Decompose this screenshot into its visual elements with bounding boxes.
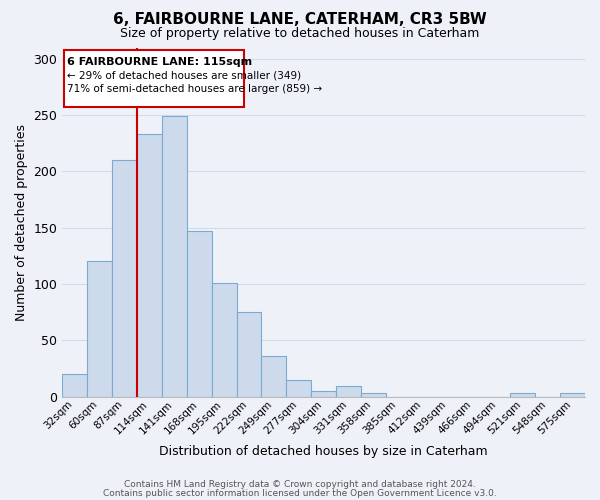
Bar — [311, 391, 336, 396]
X-axis label: Distribution of detached houses by size in Caterham: Distribution of detached houses by size … — [160, 444, 488, 458]
Text: 6, FAIRBOURNE LANE, CATERHAM, CR3 5BW: 6, FAIRBOURNE LANE, CATERHAM, CR3 5BW — [113, 12, 487, 28]
Bar — [212, 283, 236, 397]
Bar — [187, 231, 212, 396]
Text: ← 29% of detached houses are smaller (349): ← 29% of detached houses are smaller (34… — [67, 70, 301, 80]
Bar — [262, 356, 286, 397]
Bar — [162, 116, 187, 396]
Y-axis label: Number of detached properties: Number of detached properties — [15, 124, 28, 320]
Text: Size of property relative to detached houses in Caterham: Size of property relative to detached ho… — [121, 28, 479, 40]
Bar — [560, 393, 585, 396]
Bar — [112, 160, 137, 396]
Text: 71% of semi-detached houses are larger (859) →: 71% of semi-detached houses are larger (… — [67, 84, 322, 94]
Bar — [336, 386, 361, 396]
Bar — [62, 374, 87, 396]
Bar — [236, 312, 262, 396]
FancyBboxPatch shape — [64, 50, 244, 107]
Bar — [286, 380, 311, 396]
Bar — [87, 262, 112, 396]
Text: 6 FAIRBOURNE LANE: 115sqm: 6 FAIRBOURNE LANE: 115sqm — [67, 56, 253, 66]
Text: Contains public sector information licensed under the Open Government Licence v3: Contains public sector information licen… — [103, 489, 497, 498]
Bar — [137, 134, 162, 396]
Text: Contains HM Land Registry data © Crown copyright and database right 2024.: Contains HM Land Registry data © Crown c… — [124, 480, 476, 489]
Bar — [361, 393, 386, 396]
Bar — [511, 393, 535, 396]
